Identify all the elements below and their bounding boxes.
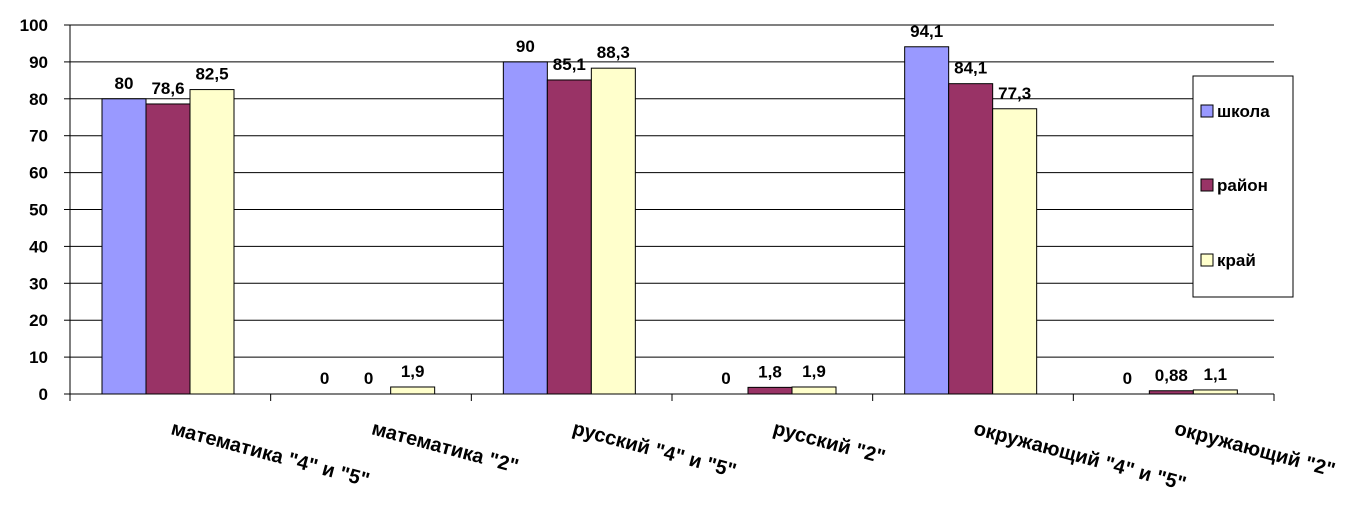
- data-label: 77,3: [998, 84, 1031, 103]
- x-category-label: русский "4" и "5": [570, 418, 739, 483]
- bar: [502, 61, 548, 395]
- bar: [747, 386, 793, 395]
- bar: [546, 79, 592, 395]
- y-tick-label: 20: [29, 311, 48, 330]
- legend-swatch: [1200, 104, 1214, 118]
- legend-label: край: [1217, 251, 1256, 270]
- bar: [390, 386, 436, 395]
- bar: [590, 67, 636, 395]
- data-label: 0: [721, 369, 730, 388]
- data-label: 1,8: [758, 362, 782, 381]
- data-label: 0: [1123, 369, 1132, 388]
- bar: [1192, 389, 1238, 395]
- legend: школа район край: [1192, 75, 1294, 298]
- bar: [948, 83, 994, 395]
- legend-label: район: [1217, 176, 1268, 195]
- data-label: 85,1: [553, 55, 586, 74]
- bar: [145, 103, 191, 395]
- data-label: 88,3: [597, 43, 630, 62]
- data-label: 0,88: [1155, 366, 1188, 385]
- bar: [904, 46, 950, 395]
- bar: [101, 98, 147, 395]
- data-label: 1,9: [802, 362, 826, 381]
- x-category-label: математика "2": [369, 418, 520, 478]
- y-tick-label: 0: [39, 385, 48, 404]
- x-category-label: русский "2": [771, 418, 888, 469]
- y-tick-label: 50: [29, 201, 48, 220]
- data-label: 80: [115, 74, 134, 93]
- data-label: 78,6: [151, 79, 184, 98]
- y-tick-label: 60: [29, 164, 48, 183]
- data-label: 0: [320, 369, 329, 388]
- data-label: 0: [364, 369, 373, 388]
- data-label: 84,1: [954, 59, 987, 78]
- data-labels: 80 78,6 82,5 0 0 1,9 90 85,1 88,3 0 1,8 1,9 94,1 84,1…: [115, 22, 1228, 388]
- legend-label: школа: [1217, 102, 1270, 121]
- y-axis: 0 10 20 30 40 50 60 70 80 90 100: [20, 16, 71, 404]
- data-label: 90: [516, 37, 535, 56]
- y-tick-label: 30: [29, 274, 48, 293]
- y-tick-label: 80: [29, 90, 48, 109]
- data-label: 1,9: [401, 362, 425, 381]
- legend-swatch: [1200, 253, 1214, 267]
- legend-swatch: [1200, 178, 1214, 192]
- bar: [992, 108, 1038, 395]
- x-category-label: окружающий "2": [1172, 418, 1337, 482]
- bars: [101, 46, 1238, 395]
- bar: [791, 386, 837, 395]
- gridlines: [70, 24, 1274, 358]
- y-tick-label: 10: [29, 348, 48, 367]
- bar: [189, 89, 235, 395]
- x-category-label: математика "4" и "5": [169, 418, 372, 492]
- data-label: 94,1: [910, 22, 943, 41]
- x-axis: математика "4" и "5"математика "2" русски…: [69, 393, 1337, 496]
- data-label: 82,5: [195, 65, 228, 84]
- data-label: 1,1: [1204, 365, 1228, 384]
- y-tick-label: 90: [29, 53, 48, 72]
- y-tick-label: 70: [29, 127, 48, 146]
- y-tick-label: 100: [20, 16, 48, 35]
- y-tick-label: 40: [29, 237, 48, 256]
- x-category-label: окружающий "4" и "5": [971, 418, 1188, 496]
